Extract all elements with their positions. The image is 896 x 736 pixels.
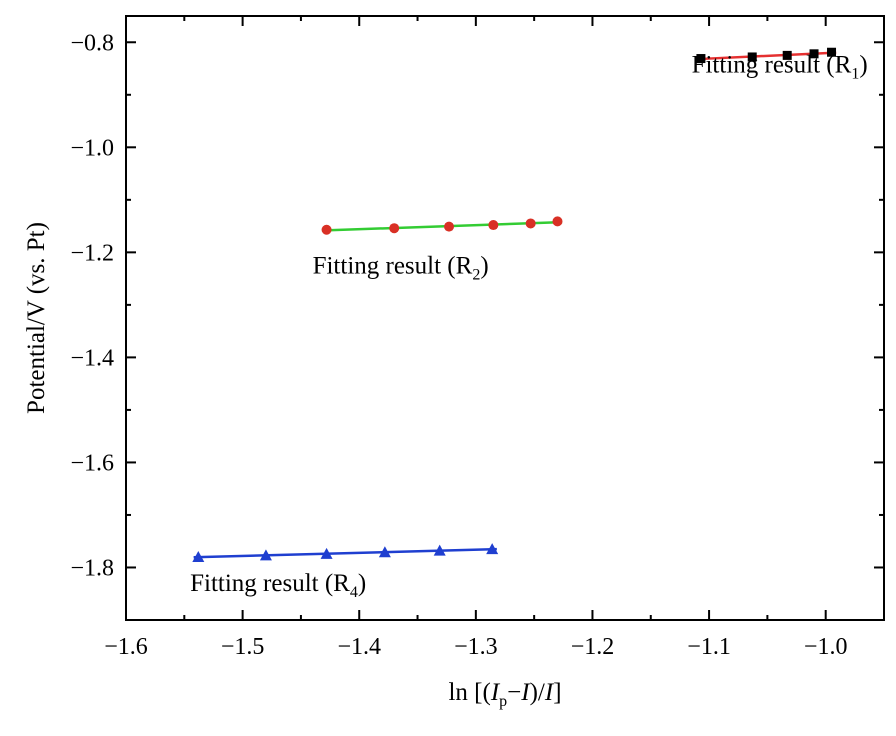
data-point-r2 [444,221,455,232]
annotation-r2: Fitting result (R2) [313,252,489,283]
data-point-r4 [433,544,446,556]
data-point-r2 [488,220,499,231]
annotation-layer: Fitting result (R1) Fitting result (R2) Fi… [190,52,868,601]
data-point-r1 [809,49,819,59]
annotation-r4: Fitting result (R4) [190,570,366,601]
data-point-r4 [320,547,333,559]
x-axis-ticks: −1.6 −1.5 −1.4 −1.3 −1.2 −1.1 −1.0 [104,16,847,660]
data-point-r1 [747,52,757,62]
y-tick-label: −1.2 [70,240,114,266]
data-point-r2 [525,218,536,229]
data-point-r4 [192,550,205,562]
data-point-r4 [259,549,272,561]
data-point-r4 [378,546,391,558]
data-point-r2 [321,224,332,235]
fit-line-r2 [321,220,563,232]
y-tick-label: −1.0 [70,135,114,161]
y-tick-label: −0.8 [70,30,114,56]
x-tick-label: −1.4 [337,634,381,660]
x-tick-label: −1.5 [221,634,265,660]
data-point-r2 [552,216,563,227]
x-tick-label: −1.0 [804,634,848,660]
data-point-r1 [827,47,837,57]
data-point-r1 [782,50,792,60]
y-tick-label: −1.8 [70,555,114,581]
y-axis-ticks: −1.8 −1.6 −1.4 −1.2 −1.0 −0.8 [70,30,884,581]
y-axis-label: Potential/V (vs. Pt) [23,222,50,414]
fit-line-r4 [193,547,497,559]
data-point-r4 [486,543,499,555]
x-tick-label: −1.6 [104,634,148,660]
y-tick-label: −1.6 [70,450,114,476]
data-point-r1 [696,54,706,64]
series-layer [192,47,837,562]
plot-frame [125,15,885,621]
x-tick-label: −1.1 [687,634,731,660]
x-tick-label: −1.3 [454,634,498,660]
x-tick-label: −1.2 [571,634,615,660]
data-point-r2 [389,223,400,234]
annotation-r1: Fitting result (R1) [692,52,868,83]
x-axis-label: ln [(Ip−I)/I] [448,679,561,710]
y-tick-label: −1.4 [70,345,114,371]
